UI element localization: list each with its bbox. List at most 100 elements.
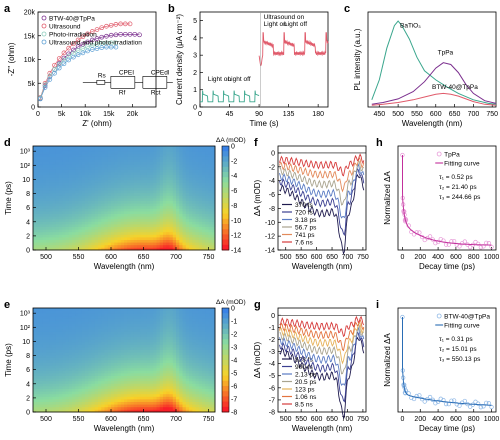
- panel-d-heat-cell: [176, 231, 180, 235]
- panel-d-heat-cell: [208, 221, 213, 225]
- panel-e-heat-cell: [36, 391, 40, 395]
- panel-a-point: [61, 50, 67, 56]
- panel-d-heat-cell: [150, 208, 154, 212]
- panel-e-heat-cell: [182, 331, 187, 335]
- panel-e-heat-cell: [98, 393, 102, 397]
- panel-d-heat-cell: [153, 239, 157, 243]
- panel-d-heat-cell: [169, 156, 174, 160]
- panel-d-heat-cell: [195, 229, 200, 233]
- panel-d-heat-cell: [107, 221, 112, 225]
- panel-e-heat-cell: [33, 404, 37, 408]
- panel-e-heat-cell: [130, 318, 135, 322]
- panel-e-heat-cell: [185, 383, 190, 387]
- panel-d-heat-cell: [114, 182, 118, 186]
- panel-d-heat-cell: [124, 203, 128, 207]
- panel-e-heat-cell: [111, 401, 115, 405]
- panel-e-heat-cell: [166, 399, 170, 402]
- panel-d-heat-cell: [117, 164, 122, 168]
- panel-d-heat-cell: [75, 148, 79, 152]
- panel-d-heat-cell: [33, 224, 37, 227]
- panel-d-heat-cell: [117, 218, 122, 222]
- panel-d-heat-cell: [159, 174, 164, 178]
- panel-e-heat-cell: [202, 308, 206, 311]
- panel-d-heat-cell: [208, 234, 213, 238]
- panel-d-heat-cell: [133, 218, 138, 222]
- panel-d-heat-cell: [124, 182, 128, 186]
- panel-e-heat-cell: [91, 360, 96, 363]
- panel-d-heat-cell: [166, 208, 170, 212]
- panel-e-heat-cell: [127, 404, 131, 408]
- panel-d-heat-cell: [72, 192, 76, 196]
- panel-e-heat-cell: [91, 318, 96, 322]
- panel-d-heat-cell: [137, 148, 141, 152]
- panel-e-heat-cell: [120, 396, 125, 400]
- panel-d-heat-cell: [52, 213, 57, 217]
- panel-e-heat-cell: [150, 370, 154, 374]
- panel-d-heat-cell: [208, 195, 213, 199]
- panel-d-heat-cell: [166, 239, 170, 243]
- panel-e-heat-cell: [78, 354, 83, 358]
- panel-e-heat-cell: [39, 388, 44, 392]
- panel-e-heat-cell: [159, 367, 164, 371]
- panel-e-heat-cell: [156, 339, 161, 343]
- panel-e-heat-cell: [98, 341, 102, 345]
- panel-d-heat-cell: [65, 169, 70, 173]
- panel-e-heat-cell: [49, 406, 53, 410]
- panel-e-heat-cell: [117, 360, 122, 363]
- panel-c-panel-label: c: [344, 3, 350, 15]
- panel-d-heat-cell: [208, 229, 213, 233]
- panel-d-heat-cell: [208, 208, 213, 212]
- panel-d-heat-cell: [153, 179, 157, 183]
- panel-d-heat-cell: [189, 166, 193, 170]
- panel-d-heat-cell: [59, 218, 63, 222]
- panel-d-heat-cell: [52, 237, 57, 240]
- panel-e-heat-cell: [159, 326, 164, 330]
- panel-d-heat-cell: [137, 146, 141, 149]
- panel-d-heat-cell: [140, 247, 144, 251]
- panel-d-heat-cell: [198, 237, 203, 240]
- panel-e-heat-cell: [195, 360, 200, 363]
- panel-e-heat-cell: [88, 328, 92, 332]
- panel-e-heat-cell: [202, 383, 206, 387]
- panel-e-heat-cell: [185, 349, 190, 353]
- panel-e-heat-cell: [98, 334, 102, 337]
- panel-d-heat-cell: [94, 231, 99, 235]
- panel-d-heat-cell: [111, 185, 115, 188]
- panel-d-heat-cell: [88, 179, 92, 183]
- panel-d-heat-cell: [127, 159, 131, 162]
- panel-d-heat-cell: [91, 187, 96, 191]
- panel-e-heat-cell: [49, 388, 53, 392]
- panel-d-heat-cell: [65, 161, 70, 165]
- panel-e-heat-cell: [107, 396, 112, 400]
- panel-e-heat-cell: [98, 370, 102, 374]
- panel-d-heat-cell: [104, 242, 109, 246]
- panel-e-heat-cell: [159, 365, 164, 369]
- panel-e-heat-cell: [55, 334, 60, 337]
- panel-d-heat-cell: [39, 187, 44, 191]
- panel-a-point: [56, 65, 62, 71]
- panel-d-heat-cell: [150, 229, 154, 233]
- panel-d-heat-cell: [52, 156, 57, 160]
- panel-e-heat-cell: [81, 365, 86, 369]
- panel-d-heat-cell: [133, 208, 138, 212]
- panel-d-heat-cell: [156, 146, 161, 149]
- panel-d-heat-cell: [192, 211, 196, 214]
- panel-b-ytick-label: 3: [193, 53, 197, 60]
- panel-d-heat-cell: [189, 190, 193, 194]
- panel-d-heat-cell: [205, 224, 209, 227]
- panel-e-heat-cell: [156, 375, 161, 379]
- panel-e-heat-cell: [85, 354, 89, 358]
- panel-e-heat-cell: [153, 344, 157, 348]
- panel-e-heat-cell: [172, 323, 177, 327]
- panel-e-heat-cell: [42, 375, 47, 379]
- panel-e-heat-cell: [39, 326, 44, 330]
- panel-e-heat-cell: [169, 365, 174, 369]
- panel-d-heat-cell: [81, 213, 86, 217]
- panel-g-legend-label: 1.06 ns: [295, 394, 317, 401]
- panel-e-heat-cell: [192, 367, 196, 371]
- panel-e-heat-cell: [185, 318, 190, 322]
- panel-e-heat-cell: [150, 318, 154, 322]
- panel-h-xtick-label: 400: [432, 254, 444, 261]
- panel-d-heat-cell: [94, 166, 99, 170]
- panel-d-heat-cell: [208, 192, 213, 196]
